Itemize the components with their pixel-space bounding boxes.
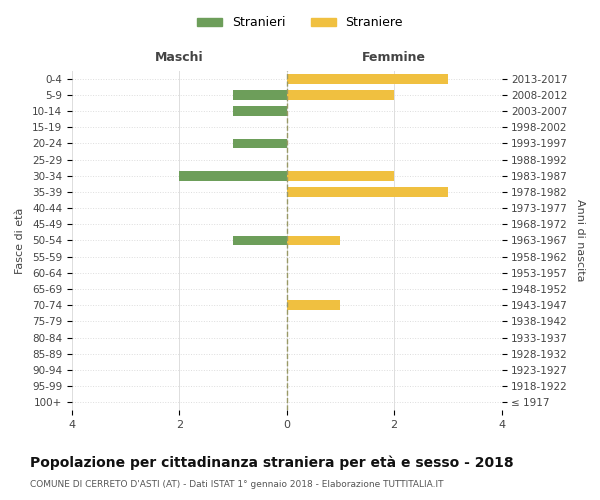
Bar — [233, 106, 287, 116]
Bar — [287, 90, 394, 100]
Text: Popolazione per cittadinanza straniera per età e sesso - 2018: Popolazione per cittadinanza straniera p… — [30, 455, 514, 469]
Bar — [287, 300, 340, 310]
Legend: Stranieri, Straniere: Stranieri, Straniere — [192, 11, 408, 34]
Y-axis label: Anni di nascita: Anni di nascita — [575, 199, 585, 281]
Bar — [287, 171, 394, 180]
Bar — [233, 138, 287, 148]
Text: Femmine: Femmine — [362, 51, 426, 64]
Bar — [287, 187, 448, 197]
Text: COMUNE DI CERRETO D'ASTI (AT) - Dati ISTAT 1° gennaio 2018 - Elaborazione TUTTIT: COMUNE DI CERRETO D'ASTI (AT) - Dati IST… — [30, 480, 443, 489]
Bar — [233, 236, 287, 246]
Bar — [179, 171, 287, 180]
Bar — [287, 74, 448, 84]
Y-axis label: Fasce di età: Fasce di età — [15, 208, 25, 274]
Bar — [233, 90, 287, 100]
Text: Maschi: Maschi — [155, 51, 203, 64]
Bar — [287, 236, 340, 246]
